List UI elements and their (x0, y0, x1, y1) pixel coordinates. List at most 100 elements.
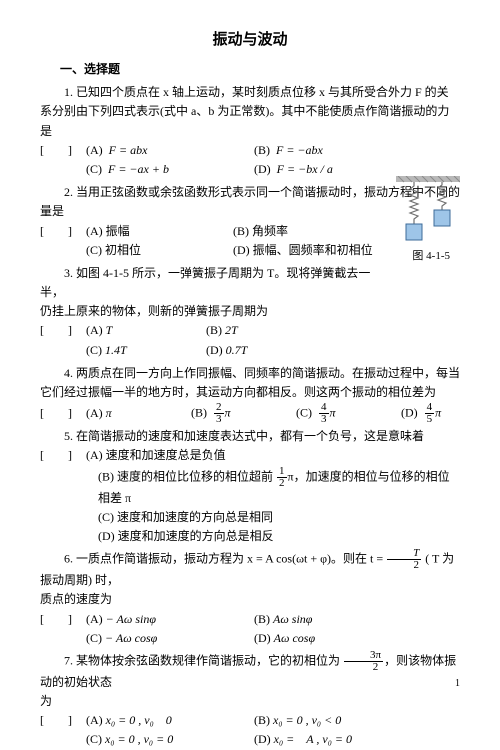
q3-bracket: [ ] (40, 321, 86, 340)
q7-opt-a: (A) x₀ = 0 , v₀ 0 (86, 711, 254, 730)
q7-line2: 为 (40, 692, 460, 711)
q4-bracket: [ ] (40, 404, 86, 423)
q5-opt-a: (A) 速度和加速度总是负值 (86, 446, 226, 465)
q7-opt-c: (C) x₀ = 0 , v₀ = 0 (86, 730, 254, 749)
q6-line2: 质点的速度为 (40, 590, 460, 609)
q2-opt-d: (D) 振幅、圆频率和初相位 (233, 241, 373, 260)
label: (A) (86, 224, 103, 238)
label: (D) (206, 343, 223, 357)
label: (C) (296, 405, 312, 419)
q1-bracket: [ ] (40, 141, 86, 160)
value: 振幅、圆频率和初相位 (253, 243, 373, 257)
q5-opt-d: (D) 速度和加速度的方向总是相反 (98, 527, 460, 546)
value: x₀ = 0 , v₀ < 0 (273, 713, 341, 727)
label: (B) (191, 405, 207, 419)
q3-text1: 3. 如图 4-1-5 所示，一弹簧振子周期为 T。现将弹簧截去一半， (40, 264, 384, 302)
q6-opt-d: (D) Aω cosφ (254, 629, 315, 648)
label: (B) (254, 713, 270, 727)
q3-opt-a: (A) T (86, 321, 206, 340)
q3-text2: 仍挂上原来的物体，则新的弹簧振子周期为 (40, 302, 384, 321)
q7-bracket: [ ] (40, 711, 86, 730)
value: 1.4T (105, 343, 127, 357)
suffix: π (330, 405, 336, 419)
label: (B) (233, 224, 249, 238)
q7-opt-d: (D) x₀ = A , v₀ = 0 (254, 730, 352, 749)
q1-opt-c: (C) F = −ax + b (86, 160, 254, 179)
label: (C) (86, 631, 102, 645)
question-1: 1. 已知四个质点在 x 轴上运动，某时刻质点位移 x 与其所受合外力 F 的关… (40, 83, 460, 179)
label: (A) (86, 612, 103, 626)
value: − Aω cosφ (105, 631, 157, 645)
q2-bracket: [ ] (40, 222, 86, 241)
num: 1 (277, 466, 287, 478)
label: (C) (86, 343, 102, 357)
value: 0.7T (226, 343, 248, 357)
question-3: 3. 如图 4-1-5 所示，一弹簧振子周期为 T。现将弹簧截去一半， 仍挂上原… (40, 264, 460, 360)
suffix: π (225, 405, 231, 419)
den: 3 (214, 414, 224, 425)
question-4: 4. 两质点在同一方向上作同振幅、同频率的简谐振动。在振动过程中，每当它们经过振… (40, 364, 460, 425)
label: (C) (86, 732, 102, 746)
q3-opt-c: (C) 1.4T (86, 341, 206, 360)
value: x₀ = 0 , v₀ = 0 (105, 732, 173, 746)
q4-opt-b: (B) 23π (191, 402, 296, 425)
value: x₀ = A , v₀ = 0 (274, 732, 352, 746)
den: 2 (277, 478, 287, 489)
value: 振幅 (106, 224, 130, 238)
den: 2 (387, 560, 421, 571)
question-7: 7. 某物体按余弦函数规律作简谐振动，它的初相位为 3π2，则该物体振动的初始状… (40, 650, 460, 750)
label: (A) (86, 448, 103, 462)
q1-opt-a: (A) F = abx (86, 141, 254, 160)
q2-opt-c: (C) 初相位 (86, 241, 233, 260)
q1-text: 1. 已知四个质点在 x 轴上运动，某时刻质点位移 x 与其所受合外力 F 的关… (40, 83, 460, 141)
pre: 速度的相位比位移的相位超前 (117, 469, 273, 483)
q7-line1: 7. 某物体按余弦函数规律作简谐振动，它的初相位为 3π2，则该物体振动的初始状… (40, 650, 460, 692)
q6-opt-a: (A) − Aω sinφ (86, 610, 254, 629)
value: T (106, 323, 113, 337)
text1: 6. 一质点作简谐振动，振动方程为 x = A cos(ωt + φ)。则在 t… (64, 551, 383, 565)
value: − Aω sinφ (106, 612, 156, 626)
value: 角频率 (252, 224, 288, 238)
label: (D) (254, 732, 271, 746)
label: (A) (86, 323, 103, 337)
q2-opt-b: (B) 角频率 (233, 222, 288, 241)
q1-opt-d: (D) F = −bx / a (254, 160, 333, 179)
value: x₀ = 0 , v₀ 0 (106, 713, 172, 727)
section-heading: 一、选择题 (60, 60, 460, 79)
q4-opt-a: (A) π (86, 404, 191, 423)
figure-caption: 图 4-1-5 (412, 248, 450, 266)
label: (D) (401, 405, 418, 419)
label: (B) (254, 143, 270, 157)
label: (C) (86, 243, 102, 257)
q6-opt-c: (C) − Aω cosφ (86, 629, 254, 648)
label: (B) (98, 469, 114, 483)
value: 速度和加速度的方向总是相反 (118, 529, 274, 543)
label: (B) (206, 323, 222, 337)
label: (D) (254, 162, 271, 176)
q6-line1: 6. 一质点作简谐振动，振动方程为 x = A cos(ωt + φ)。则在 t… (40, 548, 460, 590)
q5-bracket: [ ] (40, 446, 86, 465)
q2-opt-a: (A) 振幅 (86, 222, 233, 241)
label: (A) (86, 406, 103, 420)
value: 2T (225, 323, 238, 337)
value: π (106, 406, 112, 420)
page-title: 振动与波动 (40, 28, 460, 52)
q3-opt-d: (D) 0.7T (206, 341, 247, 360)
q4-opt-c: (C) 43π (296, 402, 401, 425)
label: (C) (98, 510, 114, 524)
q1-opt-b: (B) F = −abx (254, 141, 323, 160)
q6-opt-b: (B) Aω sinφ (254, 610, 312, 629)
value: 速度和加速度总是负值 (106, 448, 226, 462)
q3-opt-b: (B) 2T (206, 321, 238, 340)
value: F = −abx (276, 143, 323, 157)
page-number: 1 (455, 676, 460, 692)
q6-bracket: [ ] (40, 610, 86, 629)
den: 2 (344, 662, 383, 673)
q4-opt-d: (D) 45π (401, 402, 441, 425)
q4-text: 4. 两质点在同一方向上作同振幅、同频率的简谐振动。在振动过程中，每当它们经过振… (40, 364, 460, 402)
value: Aω cosφ (274, 631, 315, 645)
question-5: 5. 在简谐振动的速度和加速度表达式中，都有一个负号，这是意味着 [ ] (A)… (40, 427, 460, 546)
label: (D) (254, 631, 271, 645)
q7-opt-b: (B) x₀ = 0 , v₀ < 0 (254, 711, 341, 730)
den: 5 (425, 414, 435, 425)
